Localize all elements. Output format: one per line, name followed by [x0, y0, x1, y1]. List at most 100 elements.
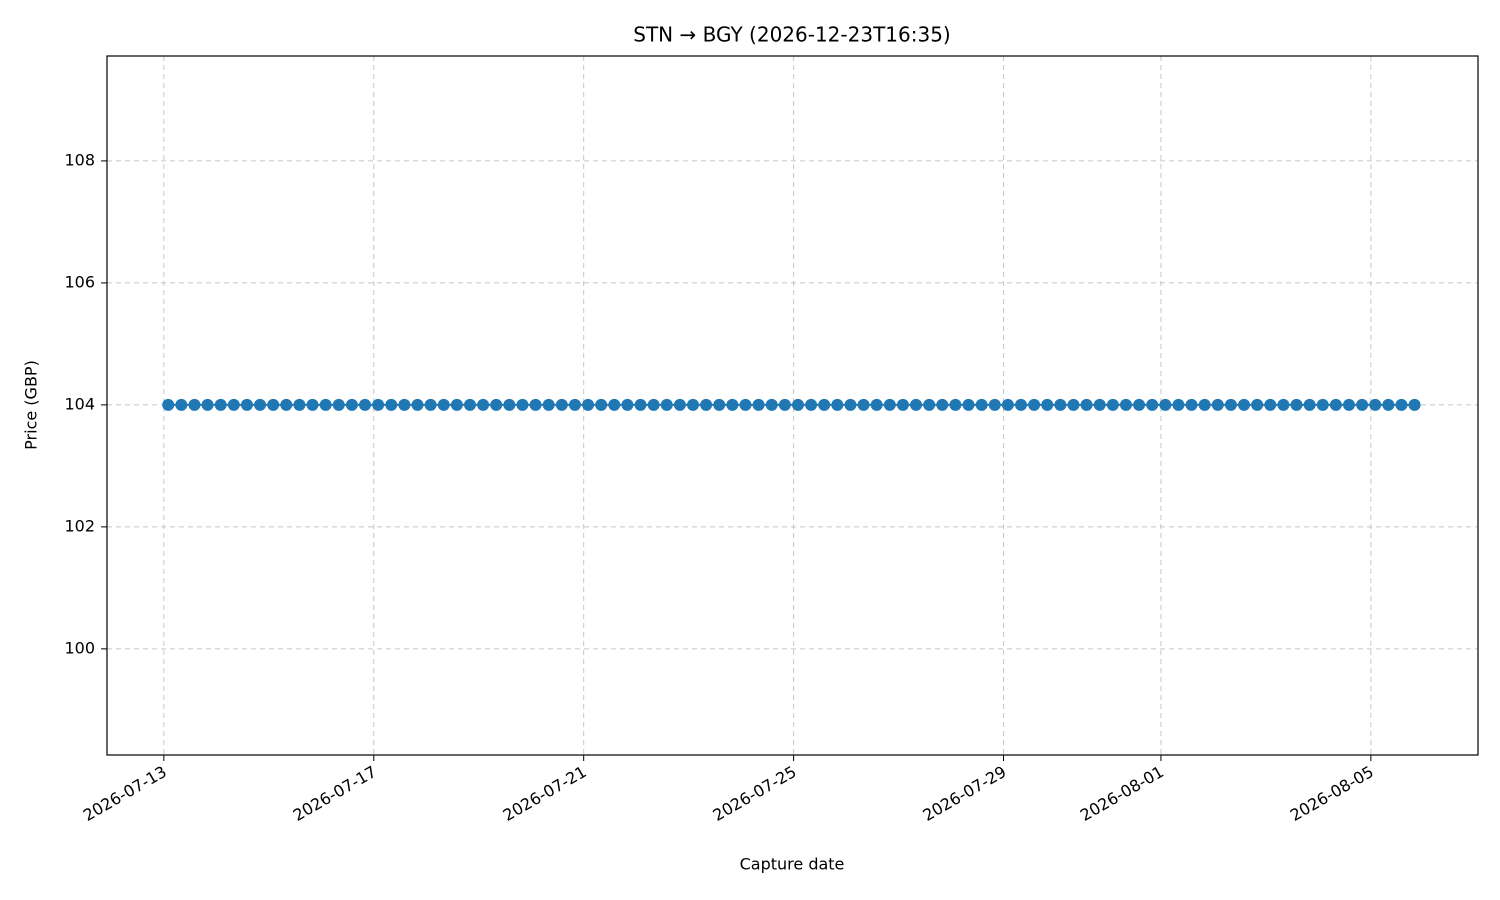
y-tick-label: 102 [64, 516, 95, 535]
data-point [1408, 398, 1421, 411]
data-point [214, 398, 227, 411]
data-point [1264, 398, 1277, 411]
data-point [529, 398, 542, 411]
data-point [398, 398, 411, 411]
data-point [188, 398, 201, 411]
data-point [1028, 398, 1041, 411]
data-point [1185, 398, 1198, 411]
data-point [1251, 398, 1264, 411]
data-point [359, 398, 372, 411]
data-point [647, 398, 660, 411]
data-point [1093, 398, 1106, 411]
data-point [818, 398, 831, 411]
data-point [739, 398, 752, 411]
data-point [555, 398, 568, 411]
data-point [883, 398, 896, 411]
data-point [306, 398, 319, 411]
data-point [896, 398, 909, 411]
y-axis-label: Price (GBP) [22, 360, 41, 450]
data-point [857, 398, 870, 411]
data-point [319, 398, 332, 411]
data-point [345, 398, 358, 411]
data-point [975, 398, 988, 411]
data-point [752, 398, 765, 411]
data-point [1395, 398, 1408, 411]
data-point [477, 398, 490, 411]
data-point [201, 398, 214, 411]
data-point [1146, 398, 1159, 411]
data-point [267, 398, 280, 411]
data-point [844, 398, 857, 411]
data-point [516, 398, 529, 411]
data-point [1001, 398, 1014, 411]
data-point [910, 398, 923, 411]
data-point [411, 398, 424, 411]
data-point [1342, 398, 1355, 411]
data-point [1133, 398, 1146, 411]
data-point [595, 398, 608, 411]
data-point [1067, 398, 1080, 411]
data-point [949, 398, 962, 411]
data-point [1382, 398, 1395, 411]
y-tick-label: 106 [64, 272, 95, 291]
data-point [962, 398, 975, 411]
data-point [805, 398, 818, 411]
data-point [385, 398, 398, 411]
data-point [1080, 398, 1093, 411]
data-point [1316, 398, 1329, 411]
data-point [923, 398, 936, 411]
y-tick-label: 108 [64, 150, 95, 169]
data-point [726, 398, 739, 411]
data-point [778, 398, 791, 411]
data-point [1329, 398, 1342, 411]
data-point [831, 398, 844, 411]
data-point [1303, 398, 1316, 411]
data-point [1356, 398, 1369, 411]
y-tick-label: 104 [64, 394, 95, 413]
data-point [490, 398, 503, 411]
y-tick-label: 100 [64, 638, 95, 657]
data-point [660, 398, 673, 411]
data-point [1198, 398, 1211, 411]
data-point [1041, 398, 1054, 411]
data-point [621, 398, 634, 411]
plot-frame [106, 55, 1479, 756]
data-point [700, 398, 713, 411]
data-point [1369, 398, 1382, 411]
data-point [463, 398, 476, 411]
data-point [988, 398, 1001, 411]
data-point [437, 398, 450, 411]
x-axis-label: Capture date [740, 855, 845, 874]
data-point [936, 398, 949, 411]
data-point [372, 398, 385, 411]
data-point [791, 398, 804, 411]
data-point [280, 398, 293, 411]
data-point [542, 398, 555, 411]
chart-title: STN → BGY (2026-12-23T16:35) [633, 23, 950, 47]
data-point [634, 398, 647, 411]
data-point [1054, 398, 1067, 411]
data-point [424, 398, 437, 411]
data-point [503, 398, 516, 411]
data-point [765, 398, 778, 411]
data-point [1211, 398, 1224, 411]
data-point [568, 398, 581, 411]
data-point [227, 398, 240, 411]
data-point [293, 398, 306, 411]
data-point [1277, 398, 1290, 411]
data-point [1106, 398, 1119, 411]
data-point [450, 398, 463, 411]
data-point [1015, 398, 1027, 411]
data-point [162, 398, 175, 411]
data-point [687, 398, 700, 411]
data-point [240, 398, 253, 411]
data-point [175, 398, 188, 411]
data-point [254, 398, 267, 411]
data-point [332, 398, 345, 411]
data-point [870, 398, 883, 411]
data-point [1159, 398, 1172, 411]
data-point [1238, 398, 1251, 411]
data-point [608, 398, 621, 411]
